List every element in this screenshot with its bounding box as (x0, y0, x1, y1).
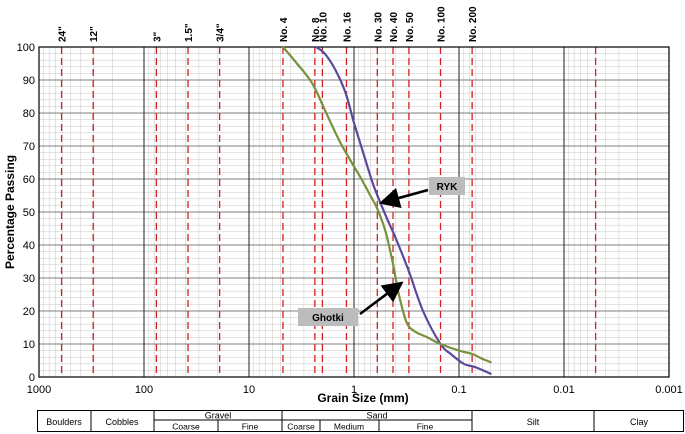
annotation-arrow (378, 187, 429, 209)
tick-labels: 24" 12" 3" 1.5" 3/4" No. 4 No. 8No. 10 No. 16 No… (17, 6, 683, 396)
y-tick-label: 90 (23, 75, 35, 87)
series-line-ryk (314, 45, 492, 375)
x-tick-label: 0.1 (451, 384, 466, 396)
class-gravel: Gravel (205, 411, 232, 421)
sieve-label: 3" (152, 31, 163, 42)
series-line-ghotki (281, 45, 492, 364)
y-tick-label: 100 (17, 42, 35, 54)
series-group (281, 45, 492, 375)
annotations: RYK Ghotki (298, 177, 465, 326)
class-sand-medium: Medium (334, 422, 364, 432)
annotation-label-ryk: RYK (437, 182, 459, 193)
x-tick-label: 0.01 (553, 384, 574, 396)
x-tick-label: 1 (351, 384, 357, 396)
sieve-label: No. 50 (405, 12, 416, 42)
sieve-label: No. 100 (437, 6, 448, 42)
x-tick-label: 100 (135, 384, 153, 396)
soil-classification-table: Boulders Cobbles Gravel Coarse Fine Sand… (37, 410, 684, 432)
sieve-label: No. 8 (311, 17, 322, 42)
class-gravel-fine: Fine (242, 422, 259, 432)
annotation-box (298, 308, 358, 326)
x-tick-label: 0.001 (655, 384, 683, 396)
y-tick-label: 80 (23, 108, 35, 120)
sieve-label: No. 30 (373, 12, 384, 42)
sieve-label: 12" (89, 26, 100, 42)
sieve-label: No. 40 (389, 12, 400, 42)
sieve-label: No. 200 (468, 6, 479, 42)
grid (38, 46, 670, 378)
y-tick-label: 60 (23, 174, 35, 186)
y-tick-label: 30 (23, 273, 35, 285)
plot-border (38, 46, 670, 378)
y-tick-label: 0 (29, 372, 35, 384)
class-silt: Silt (527, 417, 540, 427)
sieve-label: 1.5" (184, 23, 195, 42)
x-tick-label: 10 (243, 384, 255, 396)
sieve-label: No. 4 (279, 17, 290, 42)
y-axis-label: Percentage Passing (3, 155, 17, 269)
y-tick-label: 10 (23, 339, 35, 351)
class-gravel-coarse: Coarse (172, 422, 200, 432)
sieve-label: 24" (58, 26, 69, 42)
plot-frame (38, 46, 670, 378)
x-tick-label: 1000 (27, 384, 51, 396)
y-tick-label: 70 (23, 141, 35, 153)
sieve-lines (60, 47, 597, 377)
class-cobbles: Cobbles (105, 417, 139, 427)
class-sand: Sand (366, 411, 387, 421)
y-tick-label: 20 (23, 306, 35, 318)
annotation-arrow (359, 281, 404, 316)
annotation-box (429, 177, 465, 195)
class-clay: Clay (630, 417, 649, 427)
x-axis-label: Grain Size (mm) (317, 391, 408, 405)
annotation-label-ghotki: Ghotki (312, 313, 344, 324)
class-sand-coarse: Coarse (287, 422, 315, 432)
y-tick-label: 50 (23, 207, 35, 219)
y-tick-label: 40 (23, 240, 35, 252)
class-boulders: Boulders (46, 417, 82, 427)
sieve-label: No. 10 (318, 12, 329, 42)
sieve-label: No. 16 (342, 12, 353, 42)
sieve-label: 3/4" (216, 23, 227, 42)
class-sand-fine: Fine (417, 422, 434, 432)
